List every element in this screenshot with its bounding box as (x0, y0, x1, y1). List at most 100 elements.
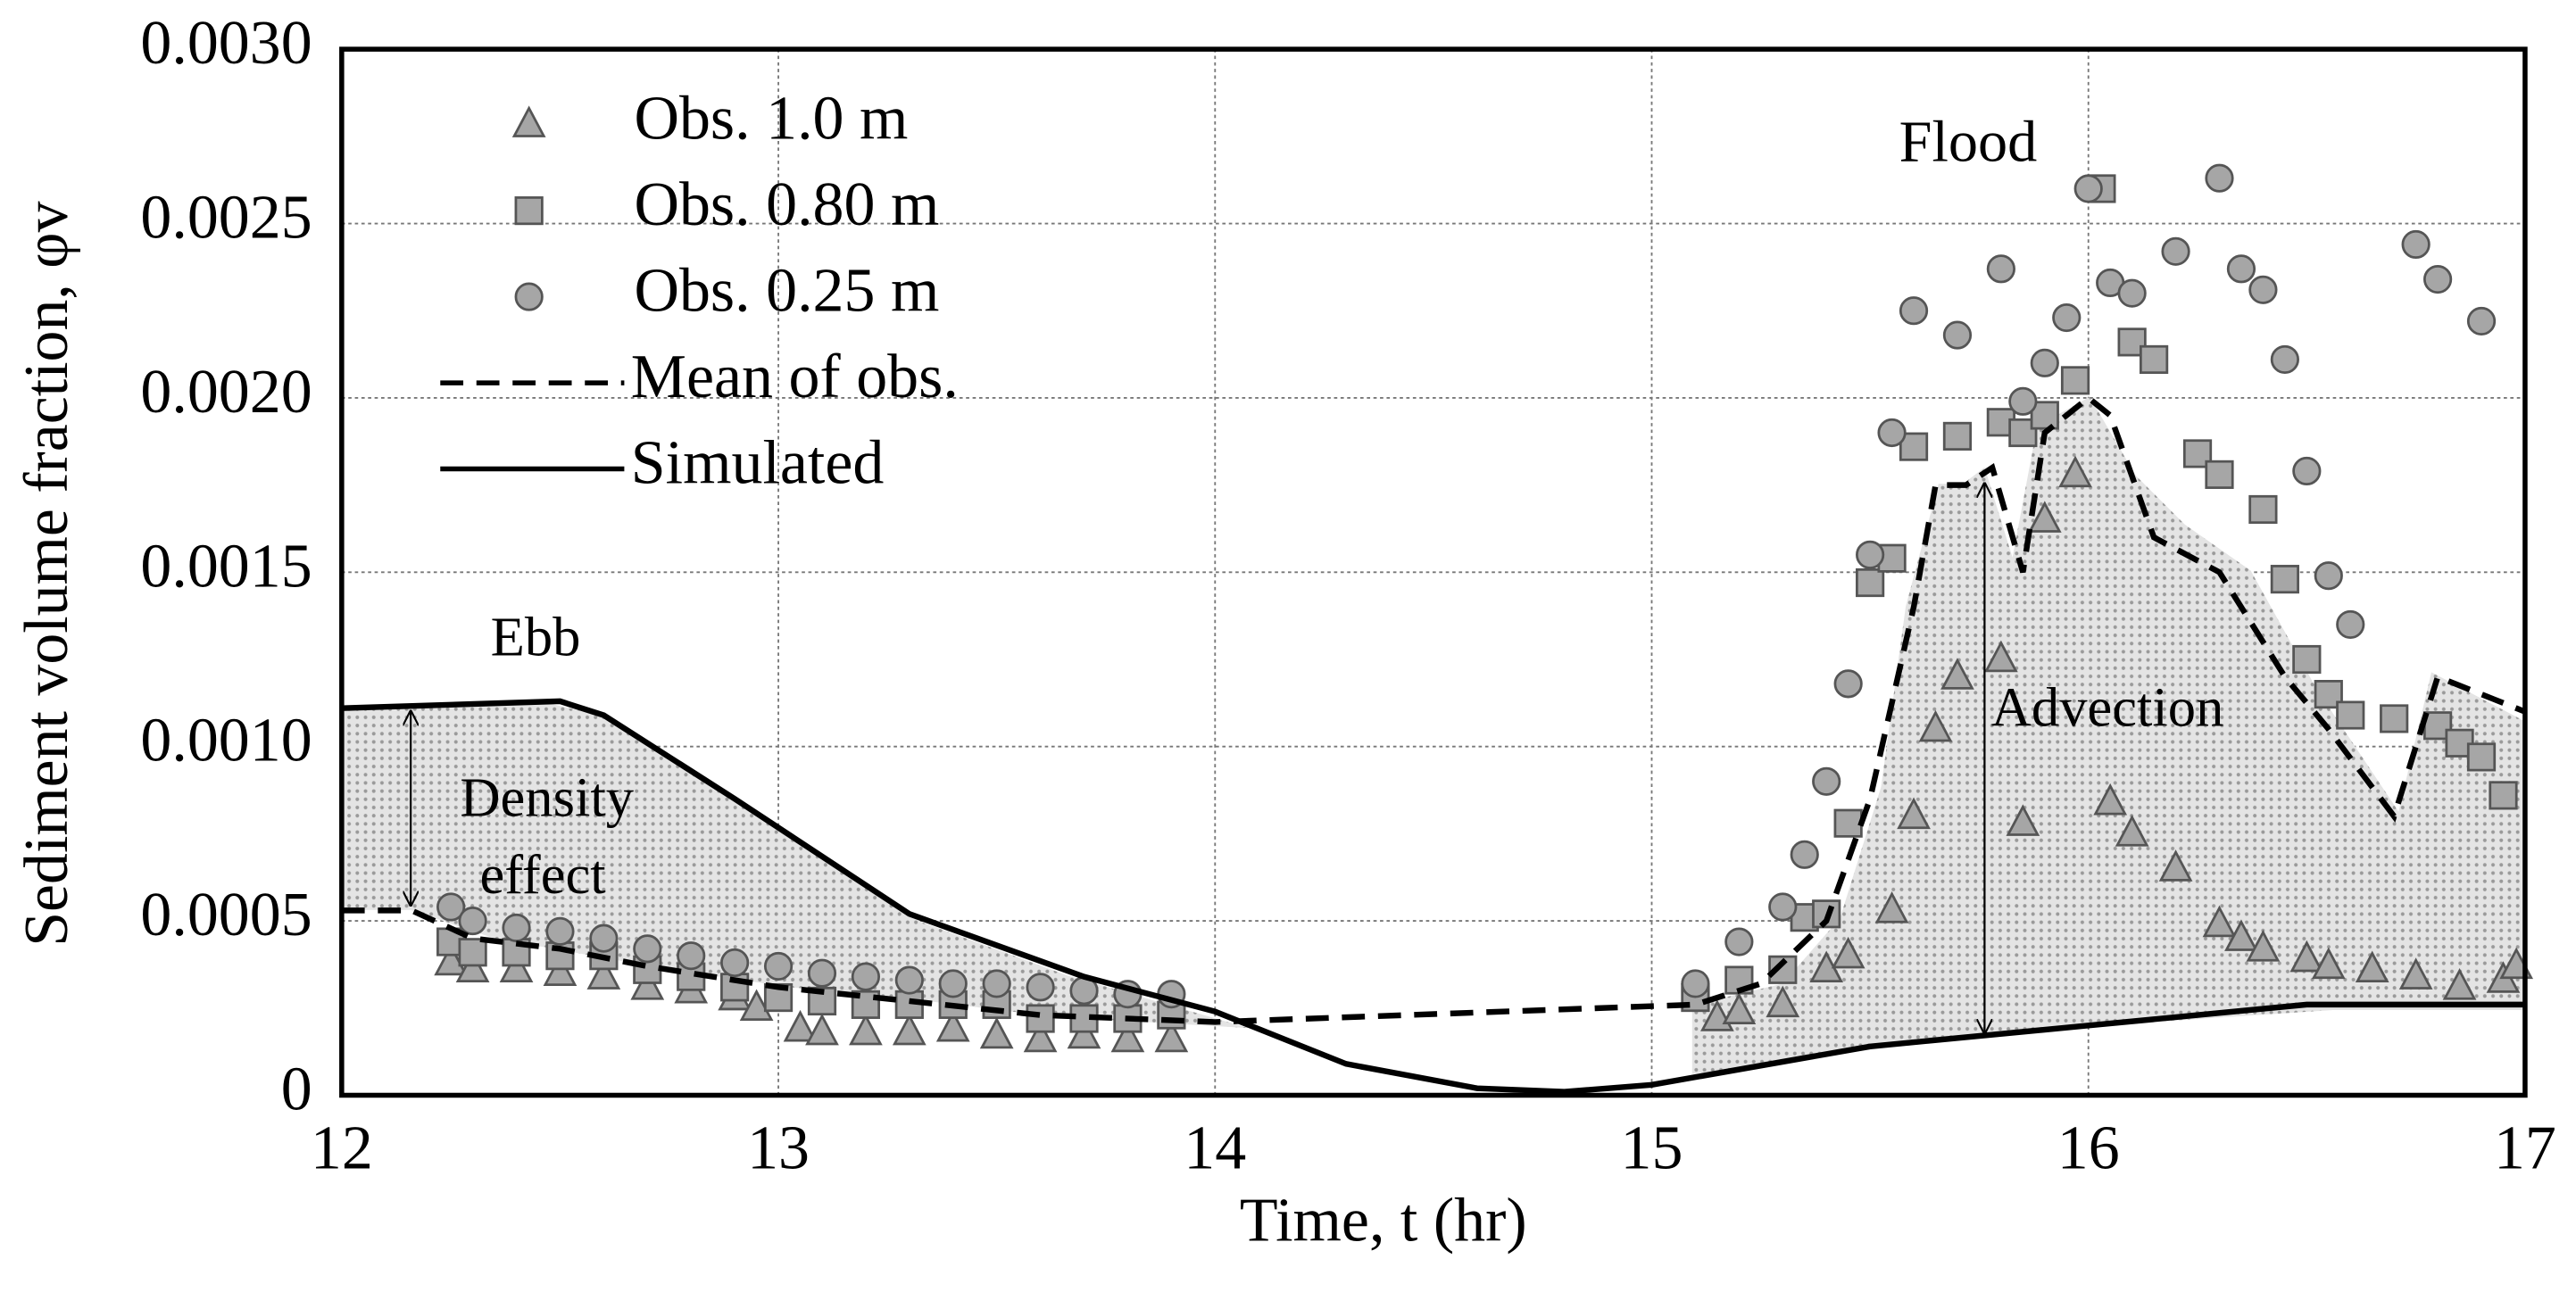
y-tick-label: 0.0025 (140, 184, 312, 253)
circle-marker (2117, 278, 2147, 308)
circle-marker (2226, 254, 2256, 284)
triangle-marker (511, 105, 546, 137)
y-tick-label: 0.0020 (140, 358, 312, 427)
circle-marker (1856, 540, 1885, 569)
square-marker (2030, 401, 2059, 430)
circle-marker (2052, 302, 2082, 333)
circle-marker (436, 892, 466, 922)
square-marker (2270, 565, 2299, 594)
circle-marker (502, 913, 531, 942)
shading-flood (1691, 396, 2525, 1074)
triangle-marker (2058, 455, 2092, 488)
circle-marker (763, 951, 794, 981)
triangle-marker (1874, 891, 1909, 923)
square-marker (2205, 460, 2234, 489)
x-tick-label: 15 (1621, 1114, 1683, 1183)
circle-marker (2401, 229, 2431, 260)
circle-marker (2073, 174, 2103, 203)
triangle-marker (455, 950, 490, 983)
circle-marker (2030, 348, 2059, 377)
circle-marker (1899, 296, 1929, 326)
triangle-marker (1067, 1016, 1101, 1049)
triangle-marker (1984, 640, 2018, 673)
legend: Obs. 1.0 m Obs. 0.80 m Obs. 0.25 m Mean of … (440, 85, 959, 498)
x-tick-label: 12 (311, 1114, 373, 1183)
triangle-marker (434, 943, 468, 976)
square-marker (2466, 742, 2497, 772)
plot-frame (339, 46, 2528, 1098)
circle-marker (720, 948, 750, 978)
y-tick-label: 0.0015 (140, 532, 312, 600)
square-marker (458, 938, 487, 967)
triangle-marker (2115, 815, 2149, 847)
triangle-marker (1831, 936, 1866, 969)
triangle-marker (2355, 950, 2389, 983)
triangle-marker (1722, 992, 1757, 1024)
triangle-marker (892, 1013, 927, 1046)
circle-marker (938, 969, 968, 998)
square-marker (2117, 327, 2147, 357)
triangle-marker (849, 1013, 883, 1046)
triangle-marker (783, 1009, 818, 1042)
triangle-marker (2246, 930, 2281, 962)
triangle-marker (586, 957, 621, 990)
circle-marker (514, 282, 544, 311)
triangle-marker (2224, 919, 2258, 951)
square-marker (1942, 421, 1973, 451)
square-marker (1026, 1004, 1055, 1033)
circle-marker (1790, 840, 1819, 869)
triangle-marker (2398, 957, 2433, 990)
circle-marker (2422, 264, 2453, 294)
annotation: effect (479, 843, 605, 906)
triangle-marker (2093, 783, 2128, 816)
legend-label: Mean of obs. (631, 343, 959, 411)
square-marker (2489, 781, 2518, 810)
triangle-marker (543, 954, 578, 986)
circle-marker (982, 969, 1011, 998)
circle-marker (1812, 766, 1841, 796)
circle-marker (1877, 418, 1907, 448)
mean-line (341, 393, 2527, 1025)
circle-marker (2008, 386, 2038, 416)
square-marker (2380, 704, 2409, 733)
square-marker (2060, 366, 2090, 395)
x-axis-label: Time, t (hr) (1240, 1187, 1527, 1255)
triangle-marker (1897, 797, 1931, 830)
circle-marker (2466, 306, 2497, 336)
circle-marker (2205, 163, 2234, 193)
triangle-marker (1766, 985, 1800, 1018)
circle-marker (1768, 892, 1798, 922)
triangle-marker (1110, 1020, 1145, 1053)
annotation: Density (460, 766, 634, 829)
circle-marker (2248, 275, 2278, 304)
circle-marker (589, 923, 619, 953)
circle-marker (851, 962, 881, 991)
square-marker (2292, 644, 2322, 675)
y-axis-label: Sediment volume fraction, φv (12, 201, 81, 946)
annotation: Flood (1899, 110, 2038, 175)
legend-label: Obs. 0.25 m (634, 257, 939, 326)
circle-marker (2336, 609, 2365, 640)
annotation: Ebb (491, 606, 581, 668)
y-tick-label: 0 (281, 1056, 312, 1124)
square-marker (1833, 808, 1863, 838)
triangle-marker (2158, 849, 2193, 882)
triangle-marker (1918, 709, 1953, 742)
circle-marker (545, 916, 575, 946)
triangle-marker (2311, 947, 2346, 980)
triangle-marker (1023, 1020, 1058, 1053)
circle-marker (1833, 669, 1863, 699)
triangle-marker (805, 1013, 839, 1046)
circle-marker (677, 941, 706, 971)
circle-marker (1942, 320, 1973, 350)
circle-marker (1026, 973, 1055, 1002)
triangle-marker (2006, 804, 2040, 836)
circle-marker (633, 934, 662, 964)
circle-marker (1986, 254, 2015, 284)
square-marker (2139, 344, 2169, 375)
annotation: Advection (1991, 676, 2224, 739)
x-tick-label: 13 (747, 1114, 810, 1183)
triangle-marker (499, 950, 534, 983)
circle-marker (2161, 236, 2190, 266)
legend-label: Obs. 0.80 m (634, 170, 939, 239)
